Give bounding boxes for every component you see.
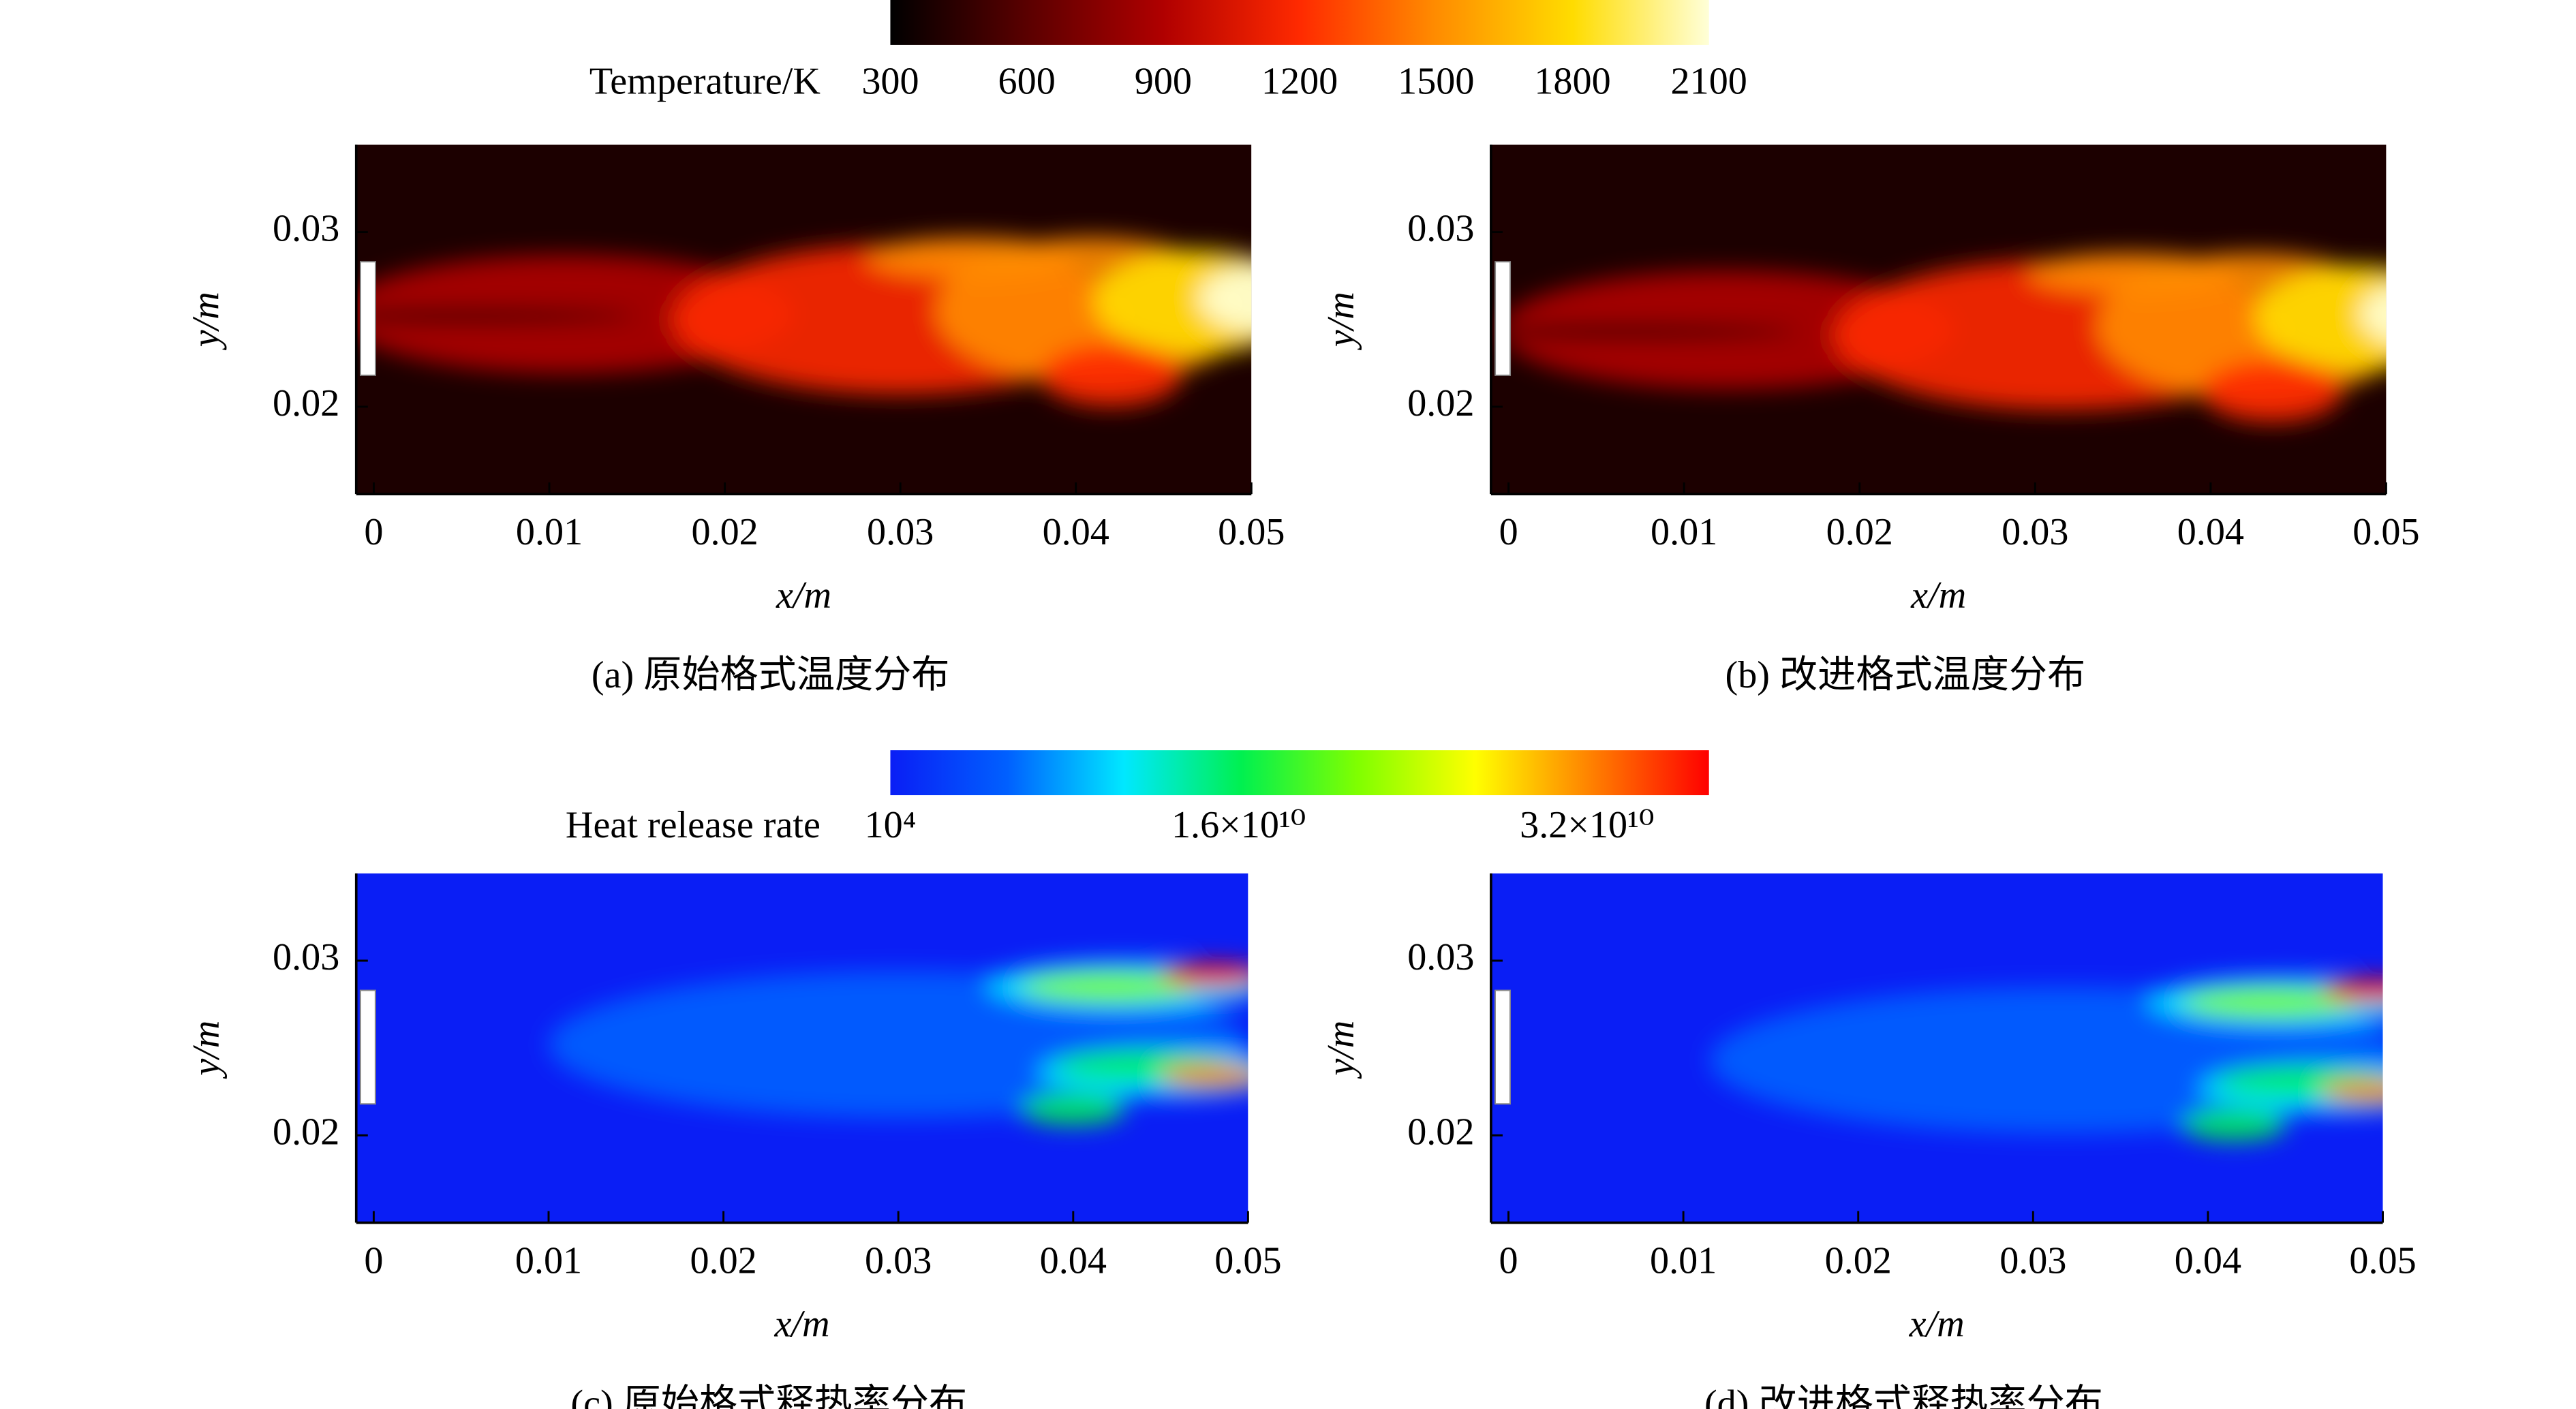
x-tick-label: 0.05: [1214, 1239, 1281, 1282]
x-tick-label: 0.02: [690, 1239, 756, 1282]
x-tick-label: 0: [1499, 511, 1518, 553]
x-tick-label: 0.01: [1651, 511, 1717, 553]
x-tick-label: 0: [364, 1239, 383, 1282]
colorbar-tick-label: 1800: [1534, 60, 1610, 102]
colorbar-label: Temperature/K: [589, 60, 821, 102]
x-tick-label: 0.05: [2352, 511, 2419, 553]
field-blob: [1093, 249, 1252, 355]
field-blob: [2181, 989, 2357, 1017]
x-tick-label: 0.04: [1043, 511, 1109, 553]
x-axis-label: x/m: [776, 574, 831, 617]
field-blob: [1199, 264, 1252, 332]
colorbar-tick-label: 900: [1135, 60, 1192, 102]
colorbar: [890, 0, 1709, 45]
x-tick-label: 0.04: [1040, 1239, 1107, 1282]
field-blob: [1041, 343, 1182, 407]
x-tick-label: 0.02: [1826, 511, 1893, 553]
y-tick-label: 0.03: [1407, 936, 1474, 978]
field-blob: [1490, 324, 1798, 339]
x-tick-label: 0.03: [1999, 1239, 2066, 1282]
field-blobs: [1709, 976, 2383, 1141]
colorbar-label: Heat release rate: [566, 804, 821, 846]
field-blob: [2321, 978, 2383, 1003]
field-blobs: [1490, 253, 2387, 423]
colorbar-tick-label: 3.2×10¹⁰: [1520, 804, 1654, 846]
inlet: [1494, 989, 1511, 1105]
x-tick-label: 0.05: [2349, 1239, 2416, 1282]
y-tick-label: 0.02: [273, 382, 339, 424]
y-tick-label: 0.02: [1407, 382, 1474, 424]
y-axis-label: y/m: [185, 1021, 228, 1079]
y-axis-label: y/m: [185, 292, 228, 350]
panel-caption: (a) 原始格式温度分布: [592, 654, 949, 696]
field-blob: [2254, 265, 2387, 371]
field-blob: [2181, 1109, 2287, 1141]
field-blob: [356, 309, 637, 323]
x-axis-label: x/m: [1910, 574, 1966, 617]
y-axis-label: y/m: [1320, 1021, 1362, 1079]
field: [1490, 873, 2383, 1223]
inlet: [359, 261, 376, 376]
panel-caption: (c) 原始格式释热率分布: [570, 1382, 967, 1409]
x-tick-label: 0: [364, 511, 383, 553]
y-tick-label: 0.02: [1407, 1111, 1474, 1153]
field-blob: [1020, 972, 1196, 1001]
field-blob: [2201, 359, 2343, 423]
x-tick-label: 0.01: [1650, 1239, 1717, 1282]
field: [356, 144, 1252, 495]
field: [1490, 144, 2387, 495]
colorbar-tick-label: 1.6×10¹⁰: [1171, 804, 1306, 846]
panel-caption: (d) 改进格式释热率分布: [1704, 1382, 2103, 1409]
colorbar-tick-label: 300: [861, 60, 919, 102]
x-tick-label: 0.01: [515, 1239, 582, 1282]
x-tick-label: 0.02: [691, 511, 758, 553]
field-blob: [1161, 962, 1248, 987]
field-blob: [1161, 1064, 1248, 1089]
colorbar-tick-label: 1500: [1398, 60, 1474, 102]
y-tick-label: 0.02: [273, 1111, 339, 1153]
x-tick-label: 0.03: [865, 1239, 932, 1282]
colorbar-tick-label: 600: [998, 60, 1056, 102]
field-blob: [2359, 287, 2387, 342]
colorbar-tick-label: 1200: [1261, 60, 1338, 102]
x-tick-label: 0.02: [1825, 1239, 1892, 1282]
inlet: [1494, 261, 1512, 376]
panel-caption: (b) 改进格式温度分布: [1726, 654, 2086, 696]
y-tick-label: 0.03: [273, 207, 339, 249]
y-axis-label: y/m: [1320, 292, 1362, 350]
field-blob: [1020, 1093, 1126, 1125]
y-tick-label: 0.03: [1407, 207, 1474, 249]
x-tick-label: 0.03: [867, 511, 934, 553]
field: [356, 873, 1248, 1223]
x-tick-label: 0.01: [516, 511, 583, 553]
field-blob: [865, 237, 1076, 279]
x-tick-label: 0.04: [2177, 511, 2244, 553]
x-tick-label: 0: [1499, 1239, 1518, 1282]
colorbar: [890, 750, 1709, 796]
y-tick-label: 0.03: [273, 936, 339, 978]
colorbar-tick-label: 2100: [1671, 60, 1747, 102]
field-blob: [2026, 253, 2237, 295]
x-tick-label: 0.05: [1218, 511, 1285, 553]
x-tick-label: 0.04: [2175, 1239, 2241, 1282]
field-blob: [2321, 1079, 2383, 1104]
x-tick-label: 0.03: [2002, 511, 2068, 553]
field-blobs: [548, 961, 1248, 1125]
colorbar-tick-label: 10⁴: [865, 804, 917, 846]
x-axis-label: x/m: [774, 1303, 830, 1345]
field-blobs: [356, 237, 1252, 407]
inlet: [359, 989, 376, 1105]
x-axis-label: x/m: [1909, 1303, 1965, 1345]
